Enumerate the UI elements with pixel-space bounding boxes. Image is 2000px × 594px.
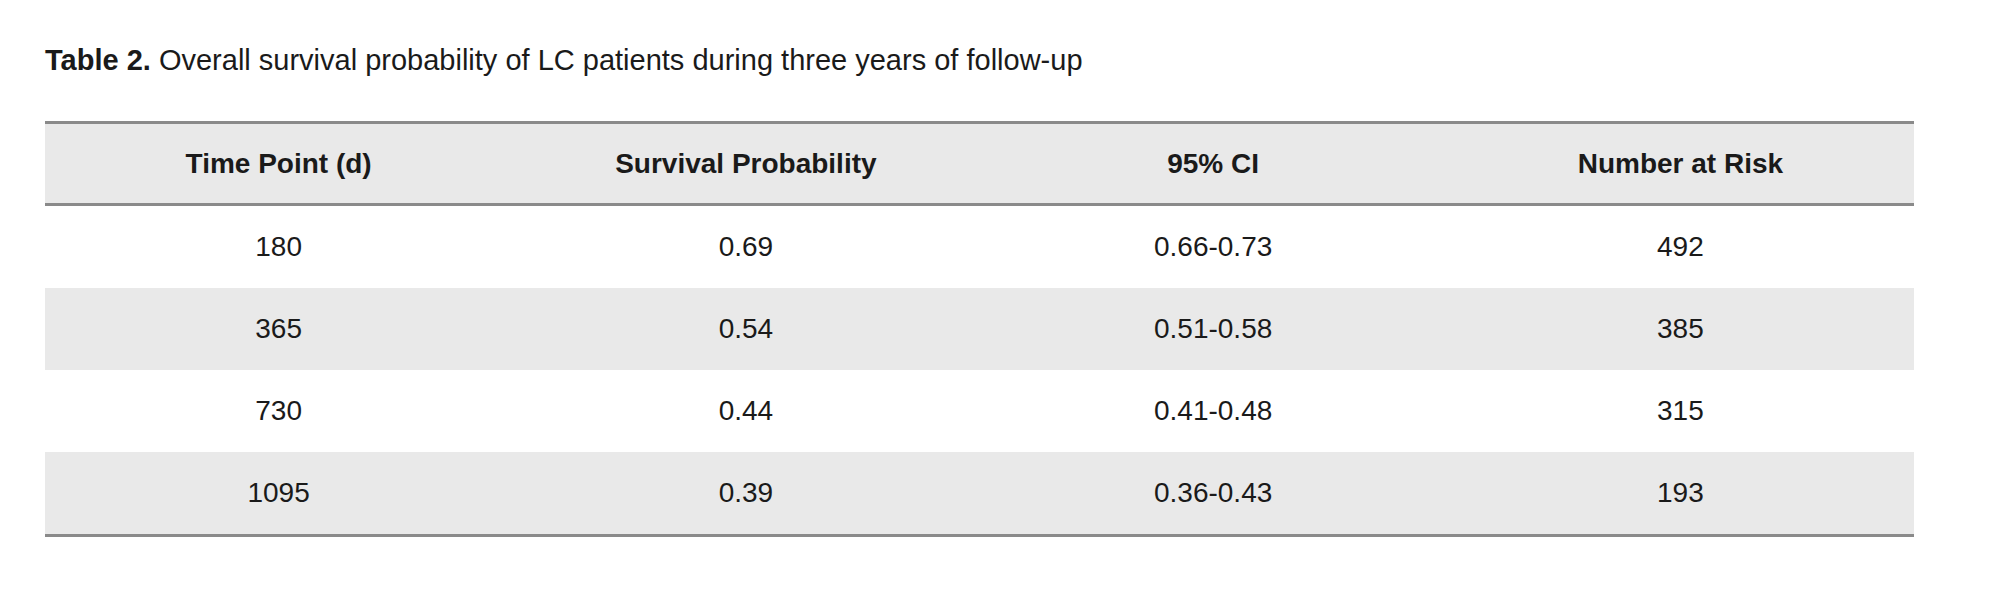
table-caption-text: Overall survival probability of LC patie…	[159, 44, 1083, 76]
cell-survival-probability: 0.44	[512, 370, 979, 452]
cell-survival-probability: 0.39	[512, 452, 979, 536]
header-cell-number-at-risk: Number at Risk	[1447, 123, 1914, 205]
cell-95-ci: 0.41-0.48	[980, 370, 1447, 452]
cell-time-point: 365	[45, 288, 512, 370]
cell-time-point: 730	[45, 370, 512, 452]
cell-95-ci: 0.66-0.73	[980, 205, 1447, 289]
table-caption-label: Table 2.	[45, 44, 151, 76]
page: Table 2. Overall survival probability of…	[0, 0, 2000, 594]
table-body: 180 0.69 0.66-0.73 492 365 0.54 0.51-0.5…	[45, 205, 1914, 536]
header-cell-95-ci: 95% CI	[980, 123, 1447, 205]
table-header: Time Point (d) Survival Probability 95% …	[45, 123, 1914, 205]
cell-time-point: 1095	[45, 452, 512, 536]
cell-number-at-risk: 385	[1447, 288, 1914, 370]
cell-number-at-risk: 315	[1447, 370, 1914, 452]
cell-number-at-risk: 492	[1447, 205, 1914, 289]
header-cell-survival-probability: Survival Probability	[512, 123, 979, 205]
cell-95-ci: 0.51-0.58	[980, 288, 1447, 370]
table-caption: Table 2. Overall survival probability of…	[45, 42, 1083, 78]
table-row: 180 0.69 0.66-0.73 492	[45, 205, 1914, 289]
cell-number-at-risk: 193	[1447, 452, 1914, 536]
header-row: Time Point (d) Survival Probability 95% …	[45, 123, 1914, 205]
cell-survival-probability: 0.54	[512, 288, 979, 370]
header-cell-time-point: Time Point (d)	[45, 123, 512, 205]
cell-survival-probability: 0.69	[512, 205, 979, 289]
cell-95-ci: 0.36-0.43	[980, 452, 1447, 536]
table-row: 730 0.44 0.41-0.48 315	[45, 370, 1914, 452]
cell-time-point: 180	[45, 205, 512, 289]
table-row: 365 0.54 0.51-0.58 385	[45, 288, 1914, 370]
table-row: 1095 0.39 0.36-0.43 193	[45, 452, 1914, 536]
survival-table: Time Point (d) Survival Probability 95% …	[45, 121, 1914, 537]
